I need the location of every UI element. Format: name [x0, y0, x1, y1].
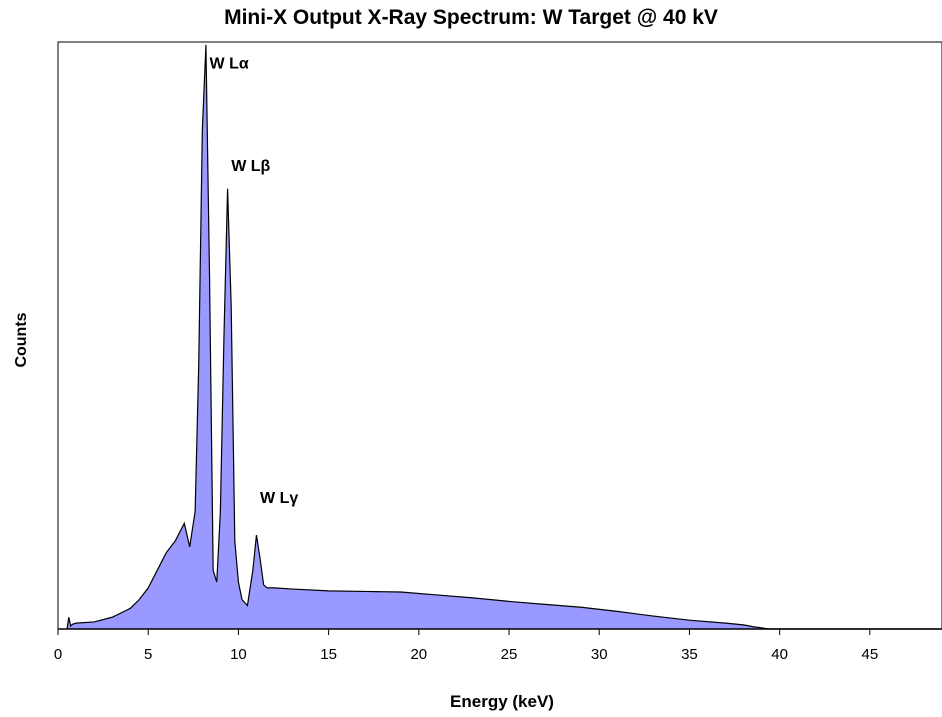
x-tick-label-20: 20	[410, 646, 427, 663]
spectrum-line	[66, 44, 942, 630]
x-tick-label-45: 45	[861, 646, 878, 663]
peak-label-1: W Lβ	[231, 158, 270, 175]
peak-label-0: W Lα	[210, 55, 249, 72]
x-tick-label-5: 5	[144, 646, 152, 663]
x-tick-label-30: 30	[591, 646, 608, 663]
x-tick-label-15: 15	[320, 646, 337, 663]
x-tick-label-25: 25	[501, 646, 518, 663]
x-axis-label: Energy (keV)	[450, 692, 554, 711]
peak-label-2: W Lγ	[260, 490, 298, 507]
x-tick-label-0: 0	[54, 646, 62, 663]
chart-title: Mini-X Output X-Ray Spectrum: W Target @…	[224, 6, 718, 29]
spectrum-area	[67, 44, 942, 629]
x-tick-label-10: 10	[230, 646, 247, 663]
x-tick-label-40: 40	[771, 646, 788, 663]
x-tick-label-35: 35	[681, 646, 698, 663]
